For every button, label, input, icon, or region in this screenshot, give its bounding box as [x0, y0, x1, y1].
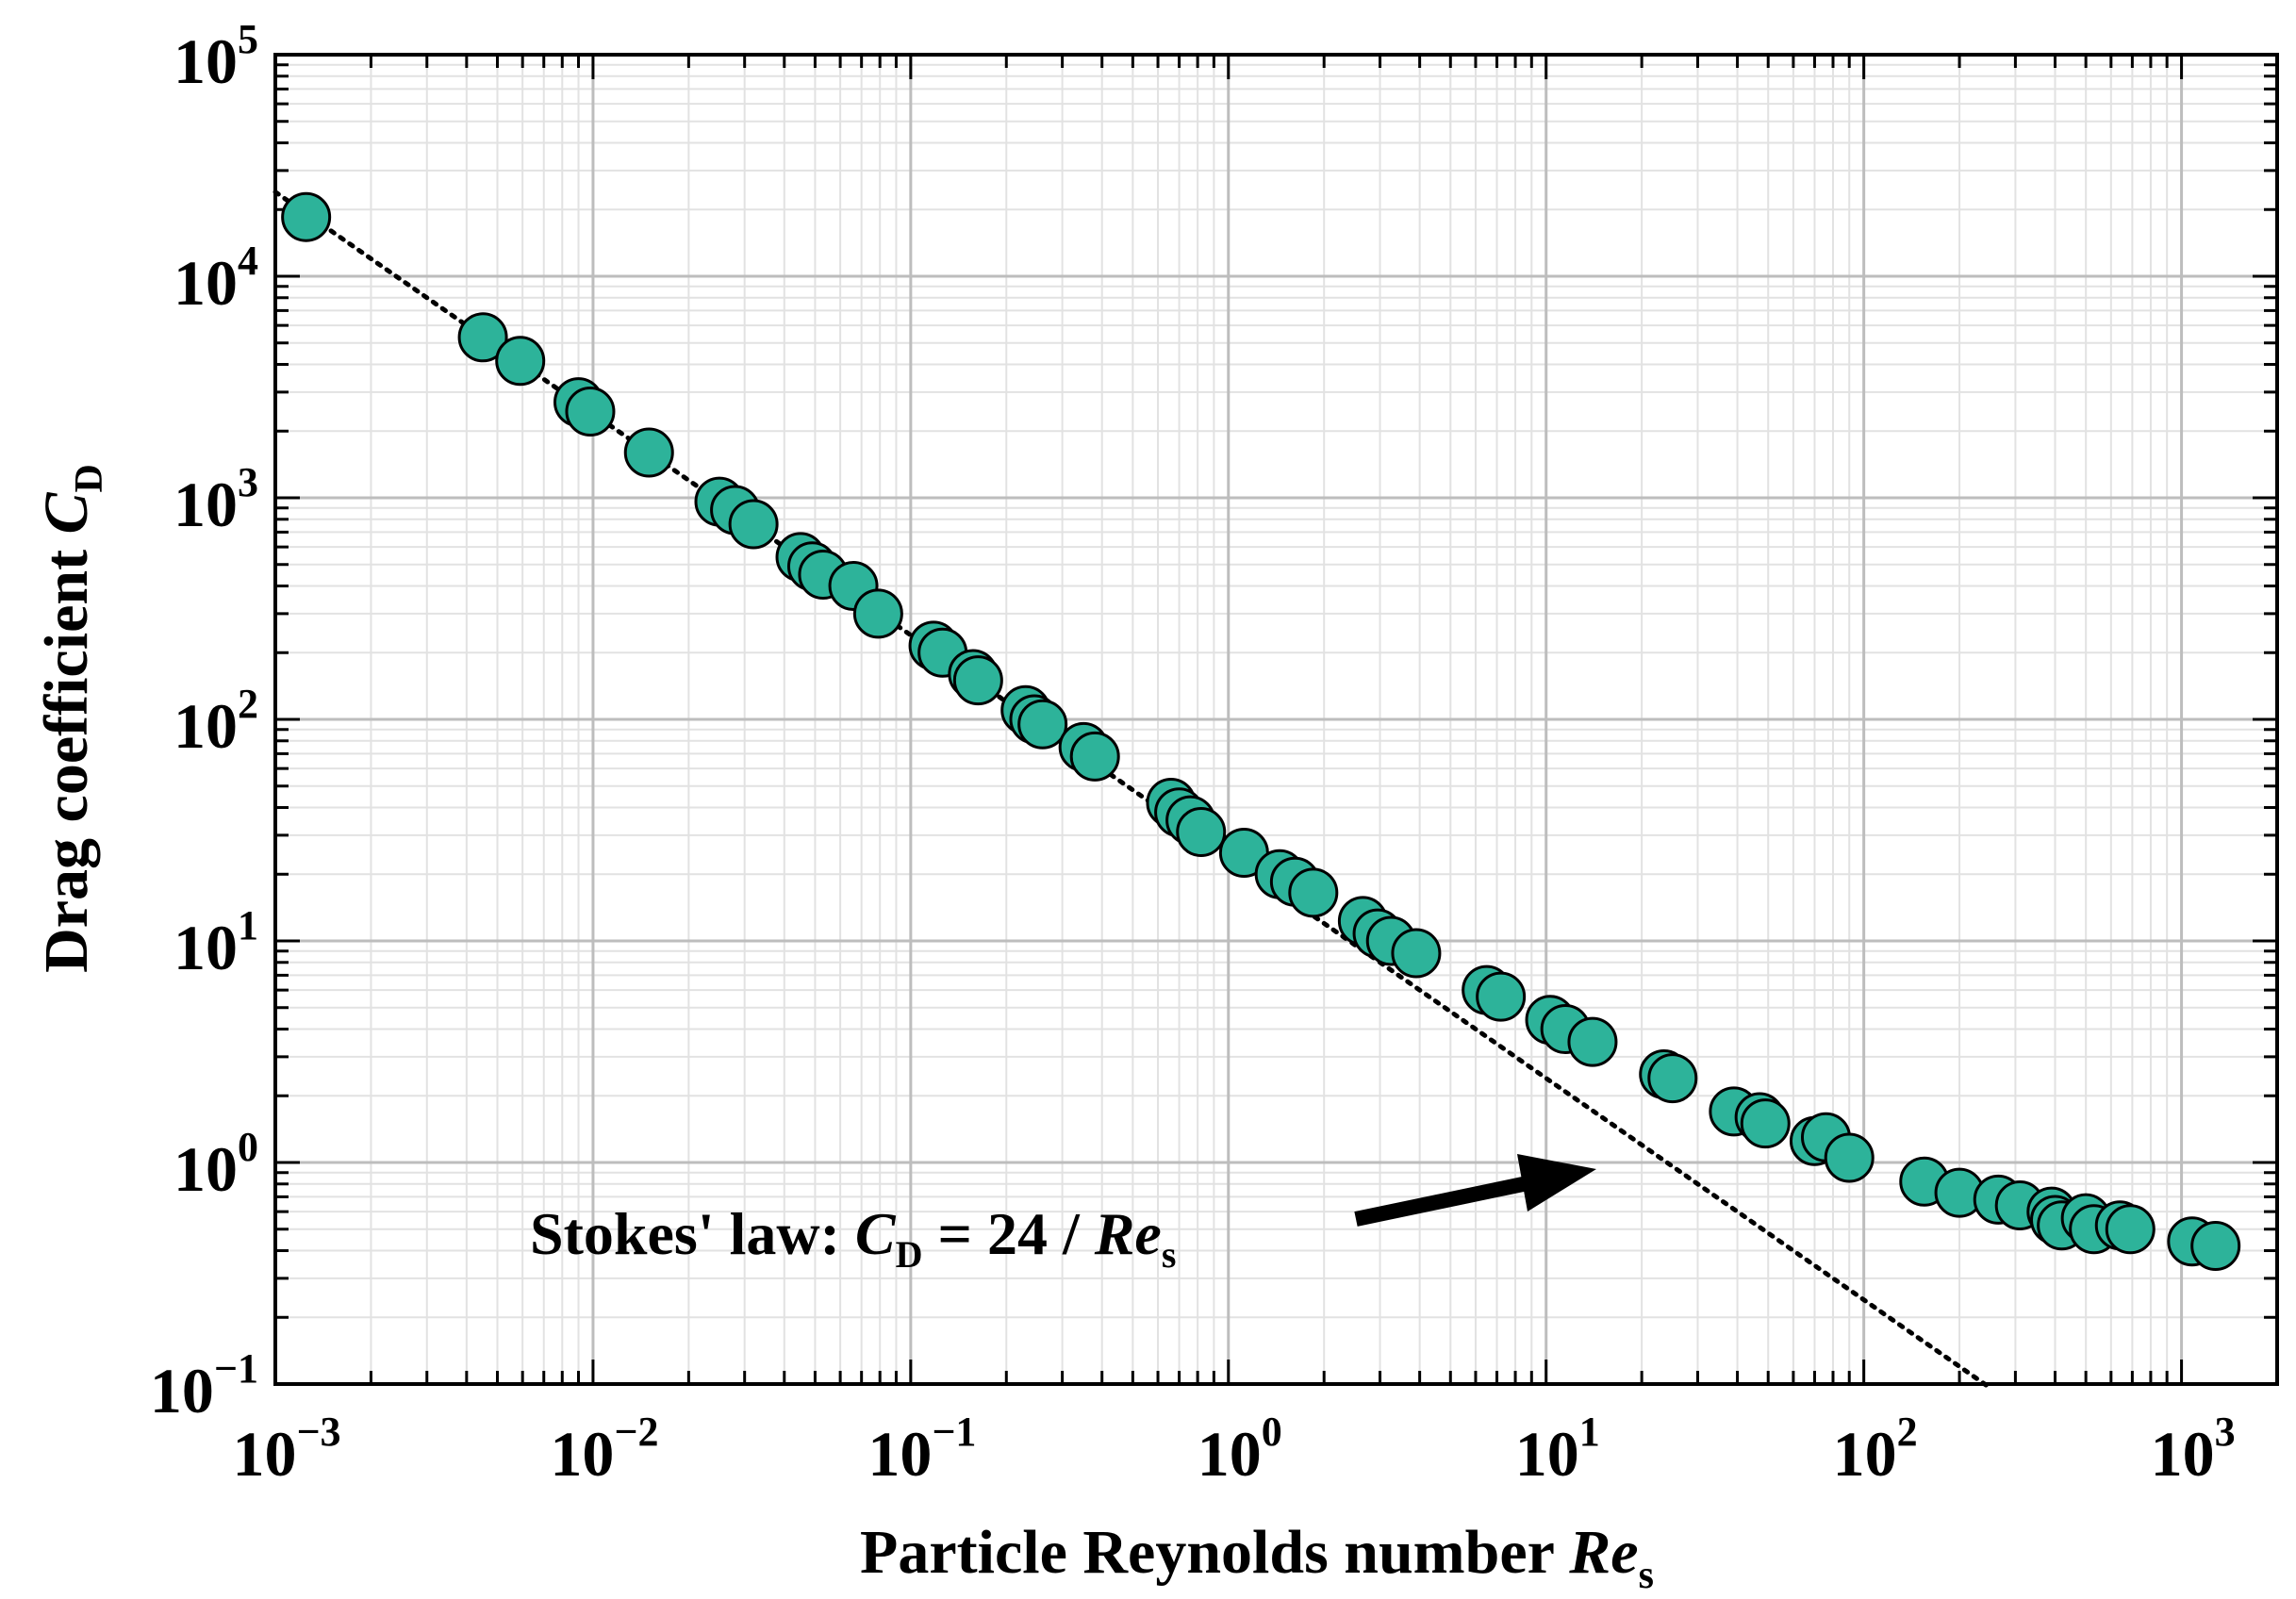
data-point — [2190, 1221, 2241, 1272]
x-tick-labels: 10−3 10−2 10−1 100 101 102 103 — [232, 1409, 2235, 1490]
data-point — [1567, 1016, 1618, 1067]
data-point — [1740, 1098, 1791, 1149]
data-point — [281, 191, 332, 242]
plot-frame — [273, 53, 2279, 1386]
data-point — [728, 499, 779, 550]
y-axis-title: Drag coefficient CD — [32, 464, 111, 973]
data-point — [1391, 928, 1442, 979]
data-point — [1824, 1132, 1875, 1183]
data-point — [457, 312, 508, 363]
data-point — [952, 655, 1003, 706]
x-tick-label: 10−3 — [232, 1409, 340, 1490]
x-tick-label: 10−1 — [867, 1409, 976, 1490]
x-tick-label: 102 — [1833, 1409, 1918, 1490]
data-point — [565, 387, 616, 437]
y-tick-label: 104 — [173, 238, 258, 319]
data-point — [2105, 1204, 2156, 1255]
x-tick-label: 101 — [1515, 1409, 1600, 1490]
x-tick-label: 100 — [1198, 1409, 1282, 1490]
data-point — [852, 588, 903, 639]
y-tick-label: 103 — [173, 459, 258, 540]
data-points — [281, 191, 2241, 1272]
y-tick-label: 100 — [173, 1124, 258, 1205]
x-tick-label: 103 — [2151, 1409, 2236, 1490]
y-tick-label: 102 — [173, 681, 258, 762]
data-point — [495, 336, 546, 387]
stokes-law-annotation: Stokes' law: CD = 24 / Res — [530, 1200, 1176, 1276]
y-tick-labels: 10−1 100 101 102 103 104 105 — [150, 16, 258, 1426]
data-point — [623, 427, 674, 478]
annotation-arrow — [1354, 1154, 1596, 1227]
x-axis-title: Particle Reynolds number Res — [860, 1518, 1654, 1597]
data-point — [1176, 807, 1227, 858]
data-point — [1476, 971, 1527, 1022]
data-point — [1069, 731, 1120, 782]
y-tick-label: 101 — [173, 902, 258, 983]
data-point — [1017, 699, 1068, 750]
y-tick-label: 105 — [173, 16, 258, 97]
y-tick-label: 10−1 — [150, 1345, 258, 1426]
data-point — [1288, 867, 1339, 918]
data-point — [1647, 1053, 1698, 1104]
x-tick-label: 10−2 — [550, 1409, 658, 1490]
